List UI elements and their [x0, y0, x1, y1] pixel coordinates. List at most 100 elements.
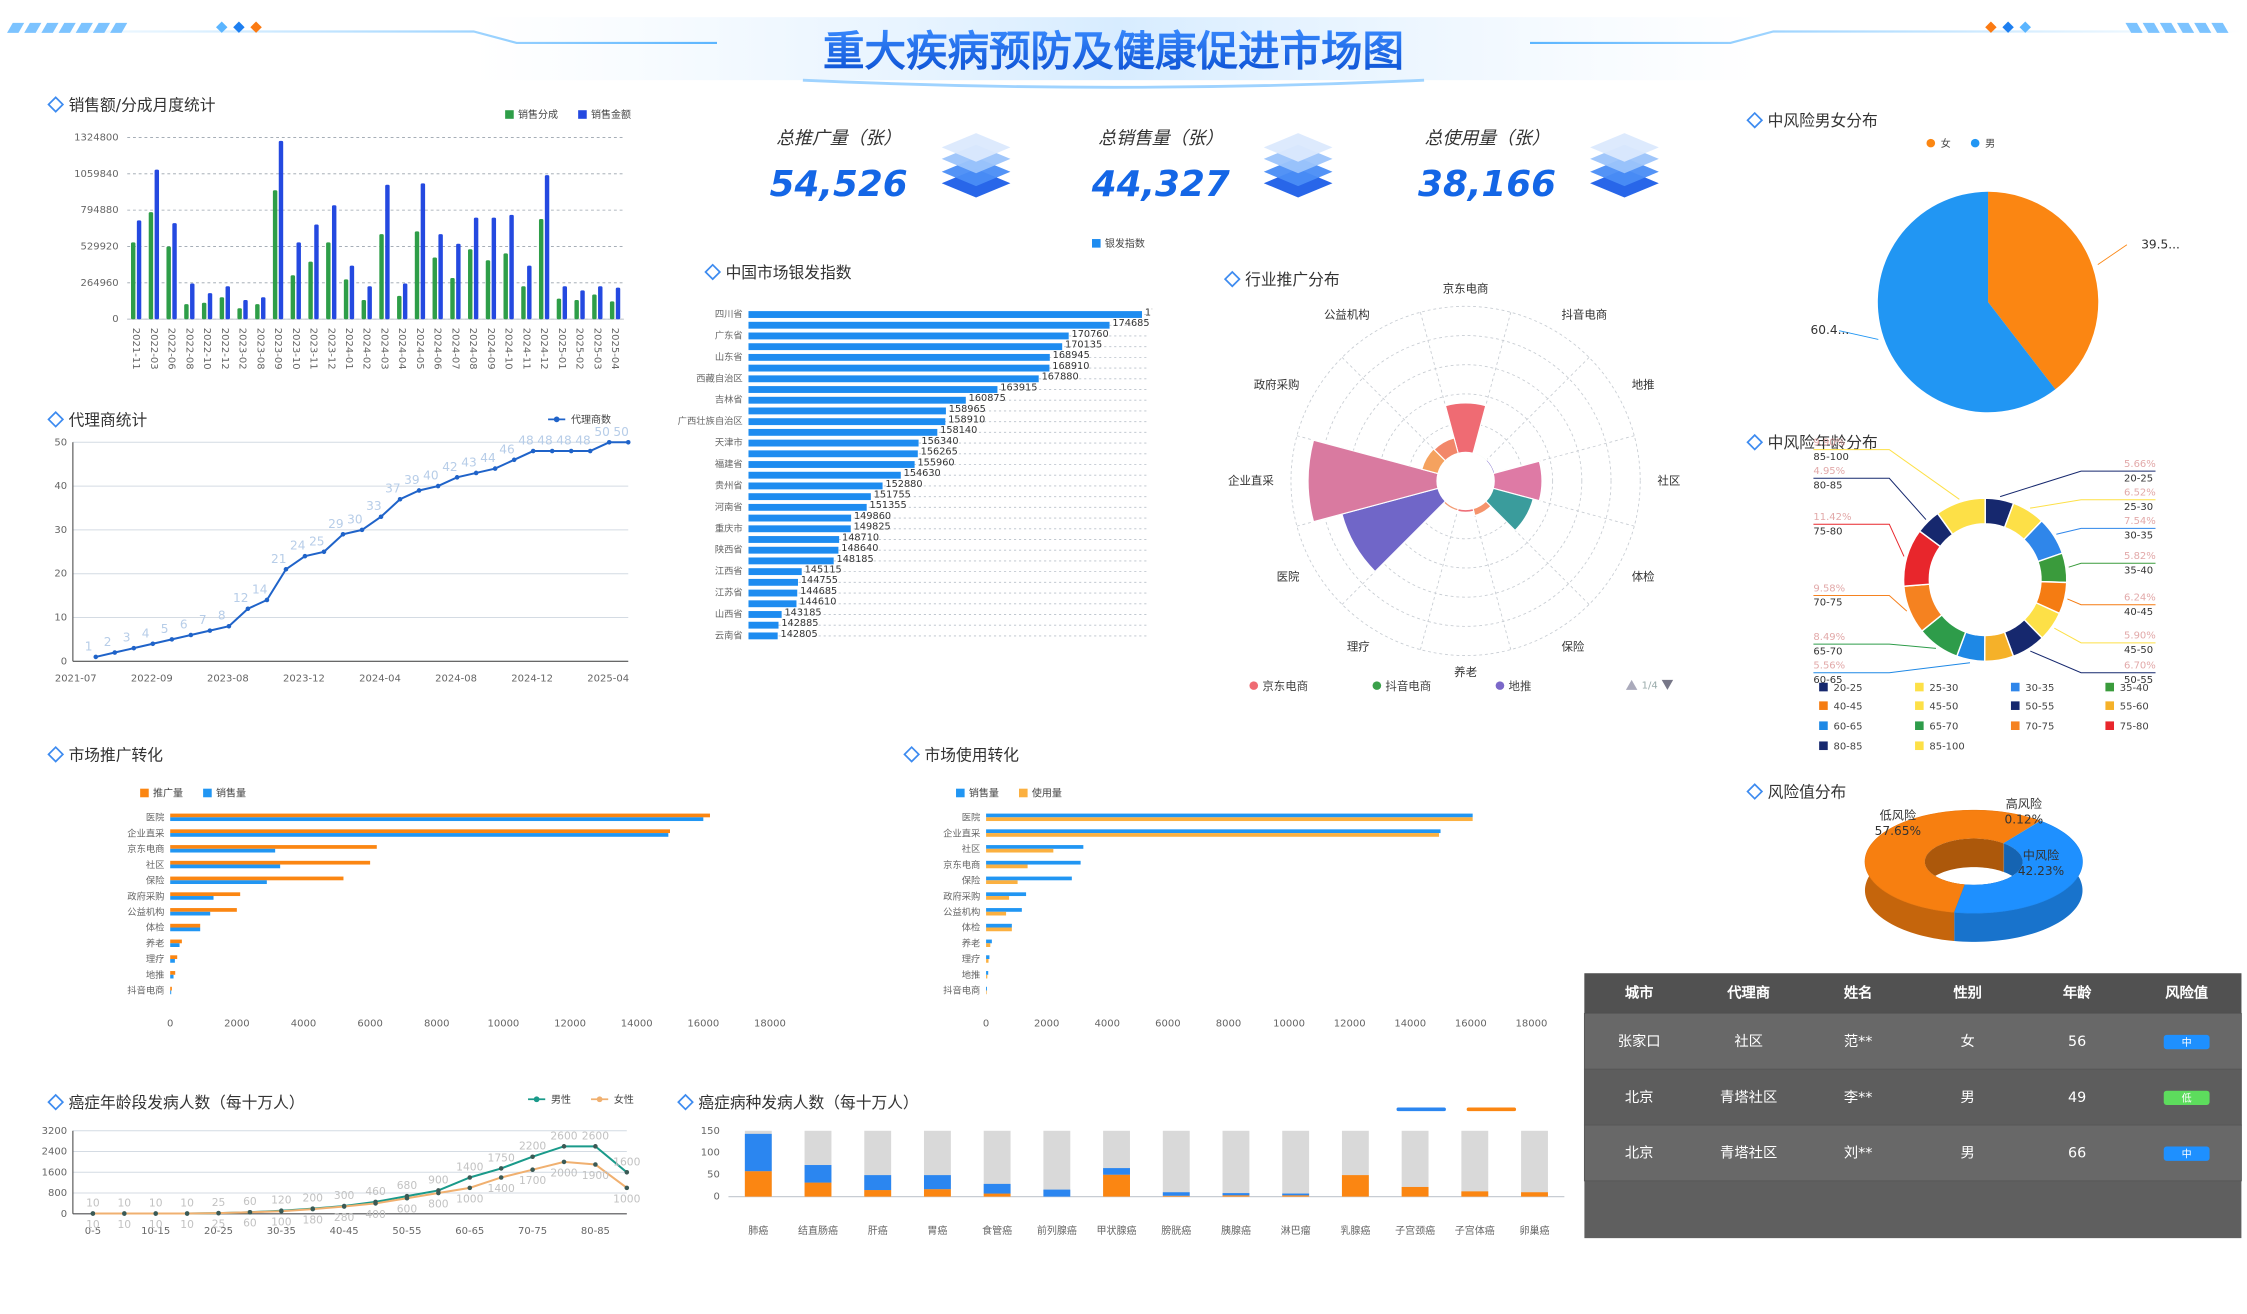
point [340, 531, 346, 537]
data-label: 156340 [921, 436, 958, 447]
kpi-icon [941, 133, 1011, 198]
y-tick-label: 吉林省 [715, 394, 743, 406]
data-label: 800 [428, 1198, 449, 1211]
data-label: 1400 [488, 1182, 515, 1195]
data-label: 1 [85, 639, 93, 653]
heading-icon [1746, 783, 1764, 800]
point [112, 650, 118, 655]
x-tick-label: 乳腺癌 [1340, 1224, 1370, 1237]
data-label: 60 [243, 1195, 257, 1208]
point [188, 632, 194, 638]
bar [986, 876, 1072, 881]
table-cell: 男 [1961, 1090, 1975, 1106]
legend-label: 销售分成 [518, 108, 558, 121]
x-tick-label: 2022-08 [183, 328, 194, 370]
chart-title: 风险值分布 [1768, 782, 1847, 801]
data-label: 148710 [842, 532, 879, 543]
bar [170, 860, 371, 865]
legend-label: 京东电商 [1262, 679, 1308, 693]
point [436, 1190, 441, 1196]
data-label: 6.70% [2124, 661, 2156, 672]
data-label: 2200 [519, 1140, 546, 1153]
x-tick-label: 16000 [1455, 1018, 1487, 1029]
legend-swatch [1372, 681, 1382, 690]
category-label: 政府采购 [1254, 378, 1300, 392]
y-tick-label: 理疗 [146, 953, 165, 965]
point [498, 1175, 504, 1180]
data-label: 158965 [949, 404, 986, 415]
bar [748, 396, 966, 404]
category-label: 社区 [1657, 473, 1680, 487]
data-label: 1700 [519, 1174, 546, 1187]
point [373, 1201, 378, 1206]
bar-segment [1282, 1193, 1310, 1196]
bar [527, 265, 532, 320]
x-tick-label: 2025-03 [591, 328, 602, 370]
data-label: 9.58% [1813, 583, 1845, 594]
data-label: 5.56% [1813, 661, 1845, 672]
bar [748, 375, 1039, 383]
data-label: 8 [218, 609, 226, 623]
leader-line [1813, 523, 1905, 557]
bar-track [1043, 1130, 1071, 1197]
category-label: 50-55 [2124, 675, 2153, 686]
risk-tag-label: 中 [2182, 1147, 2192, 1160]
bar [290, 275, 296, 320]
point [467, 1175, 473, 1180]
hole [1924, 838, 2023, 885]
legend-swatch [2010, 682, 2020, 692]
x-tick-label: 12000 [1334, 1018, 1366, 1029]
bar [986, 848, 1054, 853]
legend-prev[interactable] [1625, 679, 1638, 690]
bar-segment [1162, 1195, 1190, 1197]
point [624, 1170, 630, 1175]
category-label: 60-65 [1813, 675, 1842, 686]
point [561, 1159, 567, 1165]
bar [748, 525, 851, 533]
legend-swatch [1915, 701, 1924, 710]
point [498, 1166, 504, 1171]
bar [748, 600, 797, 608]
y-tick-label: 体检 [962, 922, 981, 934]
data-label: 2000 [550, 1166, 577, 1179]
point [625, 440, 631, 445]
bar [170, 864, 281, 869]
legend-next[interactable] [1661, 679, 1674, 690]
bar [748, 589, 798, 597]
legend-swatch [1915, 741, 1924, 751]
x-tick-label: 2023-10 [290, 328, 301, 370]
data-label: 7 [199, 613, 207, 627]
x-tick-label: 8000 [424, 1018, 449, 1029]
rose-petal [1433, 437, 1459, 462]
x-tick-label: 0 [167, 1018, 173, 1029]
x-tick-label: 2024-07 [449, 328, 460, 370]
y-tick-label: 医院 [146, 812, 165, 824]
x-tick-label: 2025-04 [587, 673, 629, 684]
column-header: 性别 [1953, 983, 1982, 1001]
risk-tag [2163, 1034, 2210, 1050]
bar [748, 461, 915, 468]
bar [986, 813, 1473, 818]
heading-icon [47, 96, 65, 113]
data-label: 3 [123, 631, 131, 645]
bar [170, 911, 211, 916]
data-label: 280 [334, 1211, 355, 1224]
y-tick-label: 50 [54, 437, 67, 448]
y-tick-label: 天津市 [715, 437, 743, 449]
legend-label: 85-100 [1929, 741, 1964, 752]
data-label: 48 [518, 434, 533, 448]
data-label: 39 [404, 473, 419, 487]
bar [170, 974, 174, 979]
bar [748, 471, 901, 479]
bar-segment [1162, 1192, 1190, 1196]
legend-label: 银发指数 [1105, 237, 1145, 250]
data-label: 21 [271, 552, 286, 566]
bar-segment [1341, 1175, 1369, 1197]
category-label: 70-75 [1813, 598, 1842, 609]
data-label: 149825 [854, 522, 891, 533]
point [264, 597, 270, 603]
category-label: 地推 [1632, 378, 1655, 392]
y-tick-label: 陕西省 [715, 544, 743, 556]
data-label: 9.90% [1813, 437, 1845, 448]
polar-spoke [1419, 508, 1459, 650]
